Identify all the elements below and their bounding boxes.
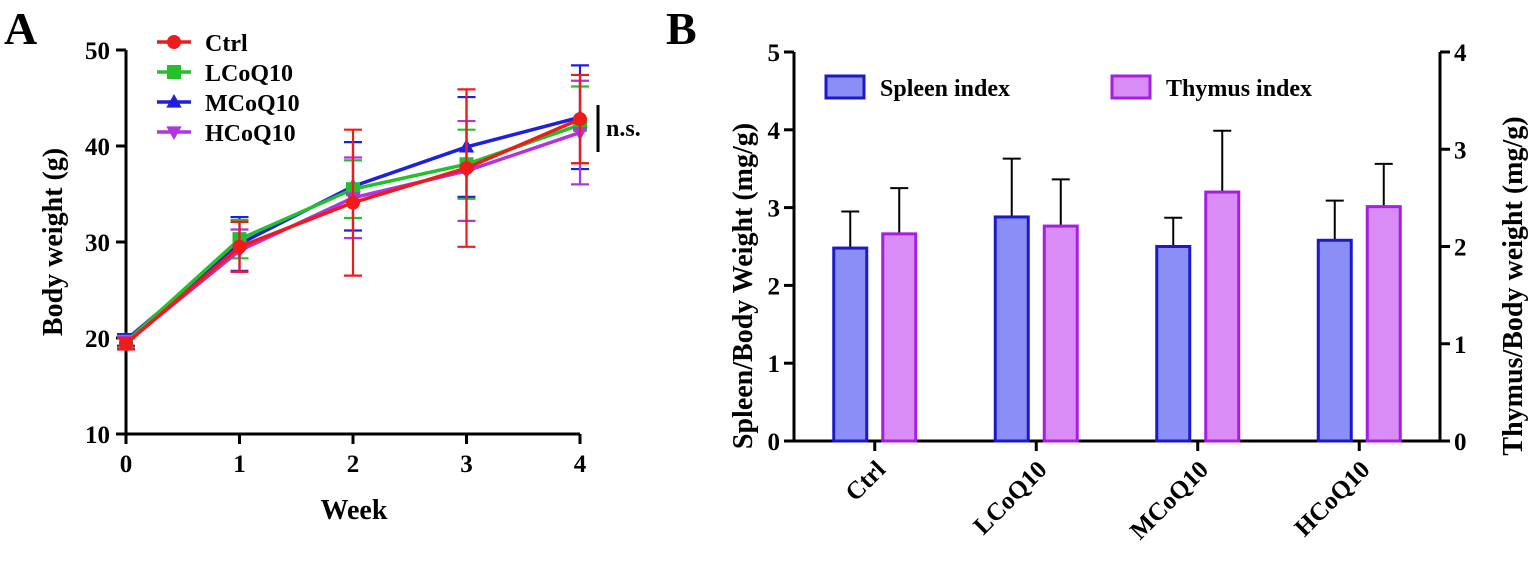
legend-label-thymus: Thymus index <box>1166 76 1312 102</box>
b-left-y-axis-label: Spleen/Body Weight (mg/g) <box>728 123 759 449</box>
legend-marker-lcoq10 <box>167 65 181 79</box>
legend-swatch-thymus <box>1110 74 1152 100</box>
b-right-y-axis-label: Thymus/Body weight (mg/g) <box>1498 116 1529 455</box>
b-x-tick-label: LCoQ10 <box>969 456 1053 540</box>
point-ctrl <box>459 161 474 176</box>
organ-index-bar-chart: 0 1 2 3 4 5 0 1 2 3 4 Ctrl LCoQ10 MCoQ10 HCoQ10 Spleen… <box>728 40 1529 545</box>
a-x-tick-label: 1 <box>233 451 246 478</box>
b-right-y-tick-label: 3 <box>1454 137 1467 164</box>
b-x-tick-label: HCoQ10 <box>1290 456 1376 542</box>
b-left-y-tick-label: 4 <box>768 118 781 145</box>
a-x-tick-label: 0 <box>120 451 133 478</box>
legend-label-ctrl: Ctrl <box>205 31 248 57</box>
body-weight-line-chart: 10 20 30 40 50 0 1 2 3 4 Ctrl LCoQ10 MCoQ10 HCoQ10 W… <box>38 31 641 526</box>
legend-marker-ctrl <box>167 35 181 49</box>
point-ctrl <box>573 112 587 127</box>
point-ctrl <box>119 336 133 351</box>
b-right-y-tick-label: 1 <box>1454 332 1467 359</box>
bar-spleen-hcoq10 <box>1316 238 1353 443</box>
bar-spleen-ctrl <box>832 246 869 443</box>
a-y-tick-label: 30 <box>85 230 110 257</box>
bar-thymus-hcoq10 <box>1365 205 1402 443</box>
b-right-y-tick-label: 2 <box>1454 235 1467 262</box>
b-left-y-tick-label: 3 <box>768 196 781 223</box>
ns-annotation: n.s. <box>606 116 641 142</box>
legend-marker-mcoq10 <box>166 93 182 108</box>
b-right-y-tick-label: 4 <box>1454 40 1467 67</box>
bar-spleen-mcoq10 <box>1155 245 1192 443</box>
a-y-tick-label: 40 <box>85 134 110 161</box>
legend-marker-hcoq10 <box>166 126 182 141</box>
b-left-y-tick-label: 0 <box>768 429 781 456</box>
legend-label-mcoq10: MCoQ10 <box>205 91 300 117</box>
b-left-y-tick-label: 5 <box>768 40 781 67</box>
a-x-axis-label: Week <box>321 495 388 526</box>
legend-label-spleen: Spleen index <box>880 76 1010 102</box>
a-x-tick-label: 2 <box>347 451 360 478</box>
legend-label-lcoq10: LCoQ10 <box>205 61 293 87</box>
bar-spleen-lcoq10 <box>993 215 1030 443</box>
b-x-tick-label: MCoQ10 <box>1125 456 1214 545</box>
b-x-tick-label: Ctrl <box>840 456 891 507</box>
legend-swatch-spleen <box>824 74 866 100</box>
a-x-tick-label: 3 <box>460 451 473 478</box>
a-y-axis-label: Body weight (g) <box>38 148 69 336</box>
point-ctrl <box>346 195 360 210</box>
panel-label-b: B <box>666 3 697 54</box>
a-y-tick-label: 50 <box>85 38 110 65</box>
bar-thymus-ctrl <box>881 232 918 443</box>
a-y-tick-label: 20 <box>85 326 110 353</box>
bar-thymus-lcoq10 <box>1042 224 1079 443</box>
a-y-tick-label: 10 <box>85 422 110 449</box>
b-left-y-tick-label: 1 <box>768 351 781 378</box>
legend-label-hcoq10: HCoQ10 <box>205 121 296 147</box>
b-left-y-tick-label: 2 <box>768 273 781 300</box>
bar-thymus-mcoq10 <box>1204 190 1241 443</box>
a-x-tick-label: 4 <box>574 451 587 478</box>
point-ctrl <box>232 239 247 254</box>
b-right-y-tick-label: 0 <box>1454 429 1467 456</box>
panel-label-a: A <box>4 3 37 54</box>
